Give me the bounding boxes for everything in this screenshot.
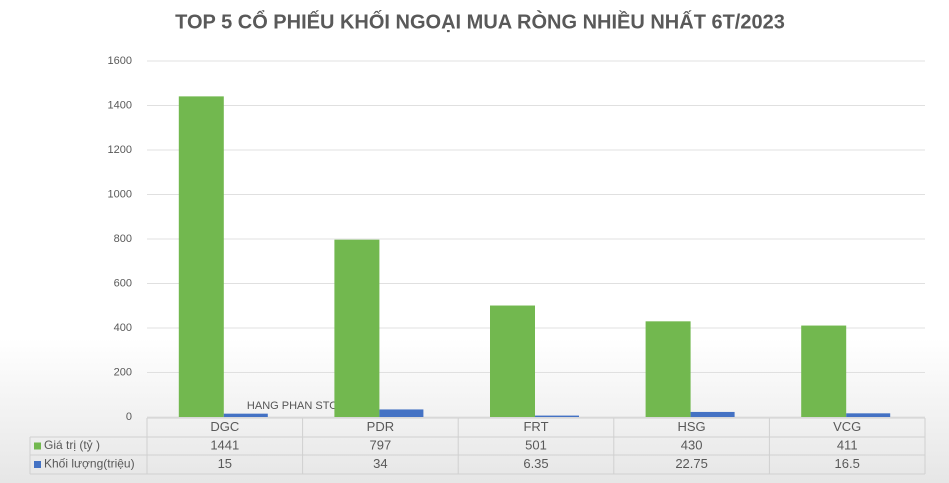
bar xyxy=(334,239,380,417)
x-tick-label: VCG xyxy=(833,419,861,434)
y-tick-label: 400 xyxy=(114,322,132,334)
y-tick-label: 600 xyxy=(114,277,132,289)
bar xyxy=(801,325,847,417)
y-tick-label: 1200 xyxy=(108,144,132,156)
table-value: 1441 xyxy=(210,437,239,452)
table-value: 430 xyxy=(681,437,703,452)
table-value: 797 xyxy=(370,437,392,452)
bar xyxy=(490,305,535,417)
bar xyxy=(379,409,424,417)
y-tick-label: 1000 xyxy=(108,188,132,200)
legend-swatch xyxy=(34,461,41,468)
bar xyxy=(690,411,735,417)
table-value: 411 xyxy=(837,437,858,452)
legend-label: Khối lượng(triệu) xyxy=(44,457,135,471)
table-value: 34 xyxy=(373,456,387,471)
y-tick-label: 1400 xyxy=(108,99,132,111)
bar xyxy=(223,413,268,417)
table-value: 6.35 xyxy=(523,456,548,471)
bar xyxy=(535,415,579,417)
x-tick-label: PDR xyxy=(367,419,394,434)
watermark: HANG PHAN STOCK xyxy=(247,400,354,412)
bar xyxy=(846,413,891,417)
legend-label: Giá trị (tỷ ) xyxy=(44,438,100,452)
y-tick-label: 1600 xyxy=(108,55,132,67)
x-tick-label: FRT xyxy=(523,419,548,434)
bar xyxy=(178,96,224,417)
x-tick-label: DGC xyxy=(210,419,239,434)
table-value: 15 xyxy=(218,456,232,471)
legend-swatch xyxy=(34,442,41,450)
table-value: 16.5 xyxy=(835,456,860,471)
table-value: 22.75 xyxy=(675,456,708,471)
y-tick-label: 0 xyxy=(126,411,132,423)
x-tick-label: HSG xyxy=(678,419,706,434)
chart-title: TOP 5 CỔ PHIẾU KHỐI NGOẠI MUA RÒNG NHIỀU… xyxy=(175,9,785,33)
y-tick-label: 800 xyxy=(114,233,132,245)
y-tick-label: 200 xyxy=(114,366,132,378)
bar xyxy=(645,321,691,417)
table-value: 501 xyxy=(525,437,547,452)
